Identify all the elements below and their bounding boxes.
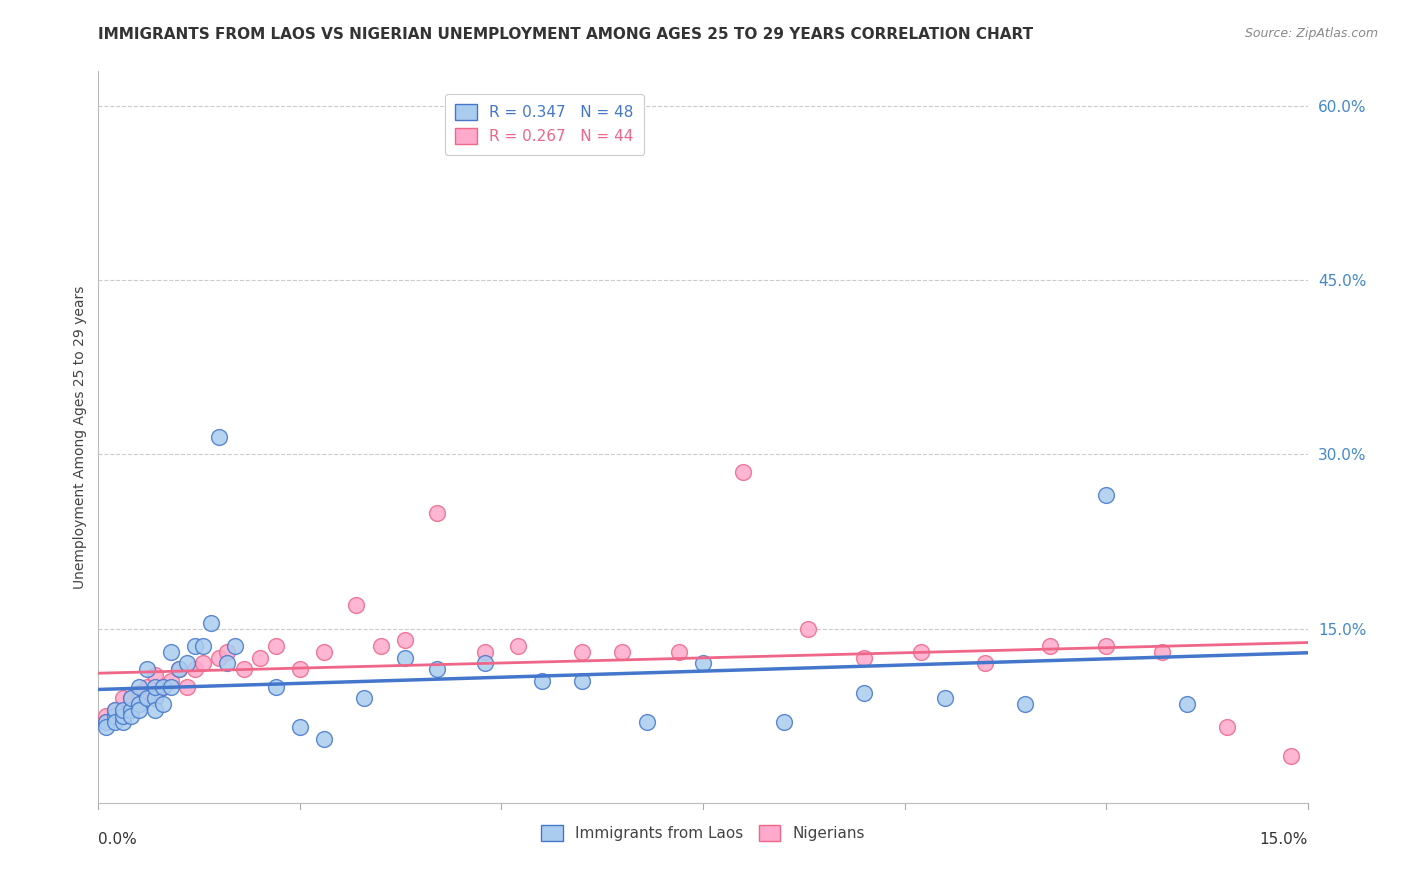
Point	[217, 645, 239, 659]
Point	[160, 645, 183, 659]
Legend: Immigrants from Laos, Nigerians: Immigrants from Laos, Nigerians	[533, 815, 873, 850]
Point	[692, 657, 714, 671]
Point	[96, 714, 118, 729]
Point	[111, 691, 134, 706]
Point	[208, 430, 231, 444]
Point	[217, 657, 239, 671]
Point	[152, 697, 174, 711]
Point	[128, 680, 150, 694]
Point	[353, 691, 375, 706]
Point	[264, 639, 287, 653]
Point	[103, 703, 125, 717]
Point	[1095, 639, 1118, 653]
Point	[96, 708, 118, 723]
Point	[474, 657, 496, 671]
Point	[103, 708, 125, 723]
Point	[143, 691, 166, 706]
Point	[135, 680, 157, 694]
Point	[160, 673, 183, 688]
Point	[111, 714, 134, 729]
Point	[184, 639, 207, 653]
Point	[128, 697, 150, 711]
Point	[314, 731, 336, 746]
Point	[370, 639, 392, 653]
Point	[120, 691, 142, 706]
Point	[612, 645, 634, 659]
Point	[853, 650, 876, 665]
Point	[797, 622, 820, 636]
Point	[176, 657, 198, 671]
Point	[103, 703, 125, 717]
Point	[394, 633, 416, 648]
Point	[120, 691, 142, 706]
Point	[200, 615, 222, 630]
Point	[143, 668, 166, 682]
Text: 15.0%: 15.0%	[1260, 832, 1308, 847]
Point	[152, 680, 174, 694]
Point	[668, 645, 690, 659]
Point	[344, 599, 367, 613]
Text: IMMIGRANTS FROM LAOS VS NIGERIAN UNEMPLOYMENT AMONG AGES 25 TO 29 YEARS CORRELAT: IMMIGRANTS FROM LAOS VS NIGERIAN UNEMPLO…	[98, 27, 1033, 42]
Point	[111, 703, 134, 717]
Point	[853, 685, 876, 699]
Point	[167, 662, 190, 676]
Point	[96, 720, 118, 734]
Point	[184, 662, 207, 676]
Point	[143, 680, 166, 694]
Point	[264, 680, 287, 694]
Point	[636, 714, 658, 729]
Point	[974, 657, 997, 671]
Point	[152, 680, 174, 694]
Text: Source: ZipAtlas.com: Source: ZipAtlas.com	[1244, 27, 1378, 40]
Point	[571, 645, 593, 659]
Point	[288, 662, 311, 676]
Point	[111, 708, 134, 723]
Point	[120, 703, 142, 717]
Point	[167, 662, 190, 676]
Point	[208, 650, 231, 665]
Point	[193, 657, 215, 671]
Point	[394, 650, 416, 665]
Point	[1014, 697, 1036, 711]
Point	[143, 691, 166, 706]
Point	[1152, 645, 1174, 659]
Point	[426, 506, 449, 520]
Point	[934, 691, 956, 706]
Point	[224, 639, 246, 653]
Point	[249, 650, 271, 665]
Point	[111, 708, 134, 723]
Point	[288, 720, 311, 734]
Point	[1281, 749, 1303, 764]
Point	[120, 703, 142, 717]
Point	[135, 662, 157, 676]
Point	[128, 697, 150, 711]
Point	[193, 639, 215, 653]
Point	[128, 703, 150, 717]
Text: 0.0%: 0.0%	[98, 832, 138, 847]
Point	[120, 708, 142, 723]
Point	[103, 714, 125, 729]
Point	[1039, 639, 1062, 653]
Point	[96, 714, 118, 729]
Point	[314, 645, 336, 659]
Point	[135, 691, 157, 706]
Point	[143, 703, 166, 717]
Point	[474, 645, 496, 659]
Point	[232, 662, 254, 676]
Point	[571, 673, 593, 688]
Point	[160, 680, 183, 694]
Point	[1216, 720, 1239, 734]
Point	[530, 673, 553, 688]
Point	[426, 662, 449, 676]
Point	[910, 645, 932, 659]
Point	[1095, 488, 1118, 502]
Point	[176, 680, 198, 694]
Point	[772, 714, 794, 729]
Point	[506, 639, 529, 653]
Point	[128, 685, 150, 699]
Point	[1175, 697, 1198, 711]
Point	[733, 465, 755, 479]
Y-axis label: Unemployment Among Ages 25 to 29 years: Unemployment Among Ages 25 to 29 years	[73, 285, 87, 589]
